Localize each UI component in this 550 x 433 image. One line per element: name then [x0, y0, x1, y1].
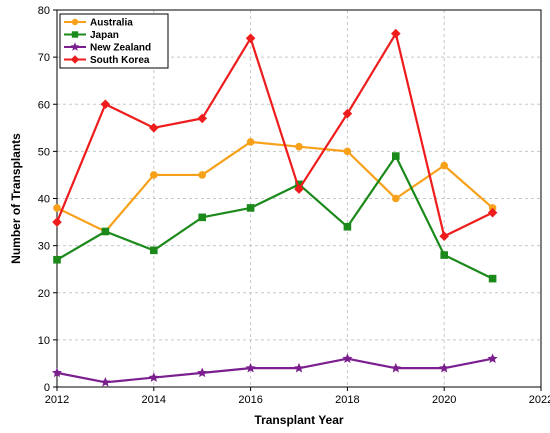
x-tick-label: 2018 [335, 394, 359, 406]
x-tick-label: 2016 [238, 394, 262, 406]
data-point-south-korea [342, 108, 353, 119]
legend-marker [70, 42, 80, 51]
data-point-australia [295, 142, 303, 151]
y-tick-label: 20 [38, 288, 50, 300]
y-tick-label: 70 [38, 52, 50, 64]
data-point-south-korea [197, 113, 207, 124]
data-point-new-zealand [439, 362, 450, 373]
data-point-south-korea [149, 123, 159, 133]
legend-marker [70, 55, 80, 64]
data-point-new-zealand [487, 353, 498, 364]
y-tick-label: 50 [38, 146, 50, 158]
data-point-south-korea [52, 217, 62, 227]
data-point-australia [392, 194, 400, 203]
y-axis-title: Number of Transplants [9, 133, 23, 264]
data-point-japan [150, 246, 158, 255]
data-point-australia [343, 147, 352, 156]
data-point-japan [246, 204, 255, 212]
y-tick-label: 30 [38, 241, 50, 253]
legend-item-new-zealand: New Zealand [64, 42, 151, 54]
x-axis-title: Transplant Year [254, 413, 343, 427]
y-tick-label: 0 [44, 382, 50, 394]
data-point-new-zealand [342, 353, 353, 364]
data-point-japan [440, 251, 448, 259]
x-tick-label: 2020 [432, 394, 456, 406]
legend-label: South Korea [90, 55, 150, 66]
data-point-japan [53, 255, 61, 264]
data-point-japan [392, 152, 400, 160]
data-point-japan [343, 222, 352, 231]
data-point-new-zealand [148, 372, 159, 382]
y-tick-label: 80 [38, 5, 50, 17]
y-tick-label: 60 [38, 99, 50, 111]
series-new-zealand [51, 353, 498, 387]
data-point-new-zealand [245, 362, 256, 373]
legend-label: Japan [90, 30, 119, 41]
data-point-australia [440, 161, 449, 170]
x-tick-label: 2014 [142, 394, 166, 406]
y-tick-label: 10 [38, 335, 50, 347]
legend-item-south-korea: South Korea [64, 55, 150, 66]
legend-marker [71, 18, 79, 26]
legend-label: New Zealand [90, 43, 151, 54]
data-point-new-zealand [100, 376, 111, 387]
x-tick-label: 2022 [529, 394, 550, 406]
data-point-new-zealand [51, 367, 63, 378]
y-tick-label: 40 [38, 194, 50, 206]
series-south-korea [52, 28, 498, 241]
data-point-australia [246, 138, 255, 146]
series-line-new-zealand [56, 357, 493, 384]
axes: 0 10 20 30 40 50 60 70 80 2012 2014 2016 2018 2020 202… [38, 5, 550, 406]
data-point-japan [198, 213, 206, 222]
data-point-australia [150, 171, 158, 179]
data-point-japan [101, 227, 110, 236]
legend-label: Australia [90, 18, 133, 29]
data-point-south-korea [391, 28, 401, 39]
data-point-new-zealand [293, 362, 305, 373]
data-point-australia [198, 171, 206, 179]
legend-item-japan: Japan [64, 30, 119, 41]
series-line-south-korea [55, 32, 494, 238]
data-point-south-korea [439, 231, 449, 241]
legend-item-australia: Australia [64, 18, 133, 29]
series-line-australia [56, 140, 494, 233]
data-point-australia [53, 204, 61, 212]
data-point-south-korea [100, 99, 111, 110]
series-line-japan [56, 154, 494, 280]
legend-marker [71, 31, 79, 38]
data-point-south-korea [245, 33, 256, 44]
x-tick-label: 2012 [45, 394, 69, 406]
data-point-south-korea [487, 207, 498, 218]
series-layer [51, 28, 498, 387]
data-point-south-korea [294, 184, 304, 194]
data-point-new-zealand [390, 362, 401, 373]
data-point-new-zealand [197, 367, 208, 378]
data-point-japan [488, 274, 497, 283]
grid [57, 10, 541, 387]
